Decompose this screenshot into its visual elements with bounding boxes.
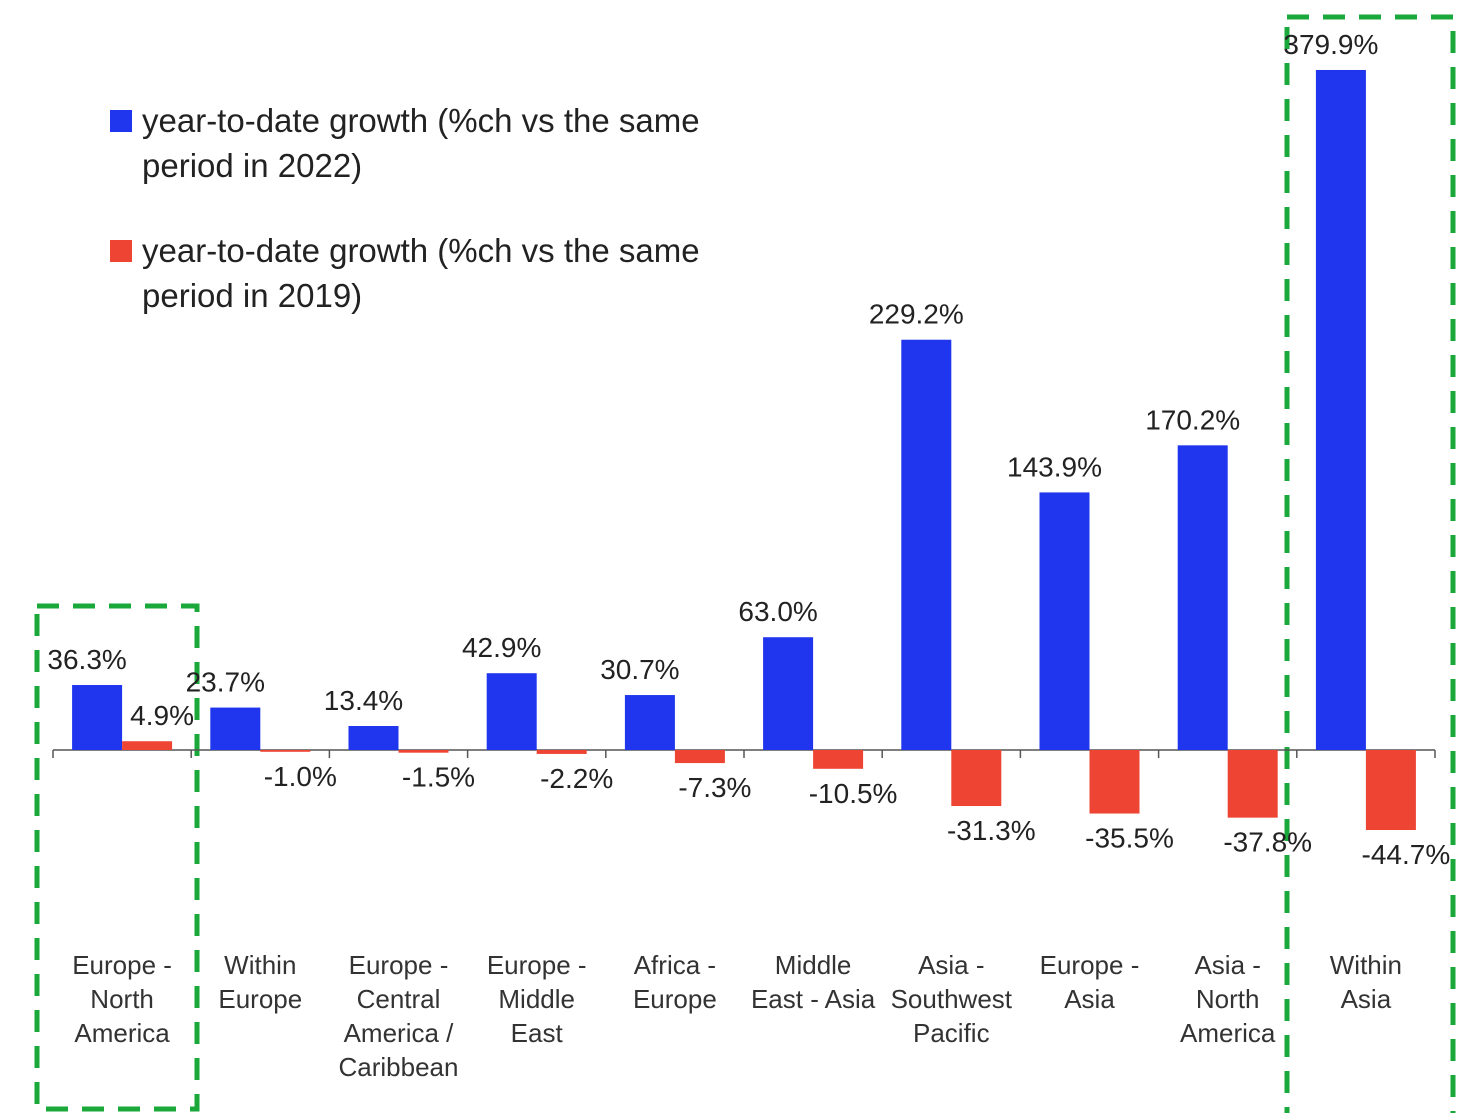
bar bbox=[1039, 492, 1090, 750]
bar bbox=[536, 750, 587, 754]
x-tick-label: Europe - North America bbox=[72, 950, 172, 1048]
x-tick-label: Asia - Southwest Pacific bbox=[890, 950, 1012, 1048]
bar bbox=[72, 685, 123, 750]
bar bbox=[122, 741, 173, 750]
highlight-box bbox=[34, 603, 200, 1112]
data-label: 63.0% bbox=[738, 596, 817, 627]
legend-swatch bbox=[110, 110, 132, 132]
legend-swatch bbox=[110, 240, 132, 262]
bar bbox=[951, 750, 1002, 807]
data-label: -1.5% bbox=[402, 762, 475, 793]
bar bbox=[348, 726, 399, 750]
bar bbox=[1315, 69, 1366, 750]
data-label: 30.7% bbox=[600, 654, 679, 685]
data-label: -44.7% bbox=[1362, 839, 1451, 870]
bar bbox=[1089, 750, 1140, 814]
bar bbox=[813, 750, 864, 769]
bar bbox=[763, 637, 814, 750]
x-tick-label: Africa - Europe bbox=[632, 950, 717, 1014]
bar bbox=[210, 707, 261, 750]
data-label: -35.5% bbox=[1085, 823, 1174, 854]
bar bbox=[1365, 750, 1416, 831]
data-label: 170.2% bbox=[1145, 404, 1240, 435]
data-label: -31.3% bbox=[947, 815, 1036, 846]
bar bbox=[486, 673, 537, 750]
bar bbox=[1177, 445, 1228, 750]
data-label: 4.9% bbox=[130, 700, 194, 731]
data-label: -1.0% bbox=[264, 761, 337, 792]
x-tick-label: Within Europe bbox=[218, 950, 303, 1014]
bar bbox=[674, 750, 725, 764]
data-label: 143.9% bbox=[1007, 451, 1102, 482]
x-tick-label: Europe - Middle East bbox=[486, 950, 587, 1048]
x-tick-label: Middle East - Asia bbox=[750, 950, 876, 1014]
data-label: -2.2% bbox=[540, 763, 613, 794]
x-tick-label: Asia - North America bbox=[1180, 950, 1276, 1048]
bar bbox=[1227, 750, 1278, 818]
data-label: 42.9% bbox=[462, 632, 541, 663]
x-tick-label: Within Asia bbox=[1329, 950, 1403, 1014]
x-tick-label: Europe - Central America / Caribbean bbox=[338, 950, 459, 1082]
x-tick-label: Europe - Asia bbox=[1039, 950, 1140, 1014]
data-label: -7.3% bbox=[678, 772, 751, 803]
bar bbox=[398, 750, 449, 753]
data-label: 36.3% bbox=[47, 644, 126, 675]
bar bbox=[624, 695, 675, 750]
data-label: -37.8% bbox=[1223, 827, 1312, 858]
data-label: 23.7% bbox=[186, 667, 265, 698]
legend-label: year-to-date growth (%ch vs the same per… bbox=[142, 232, 700, 314]
data-label: 13.4% bbox=[324, 685, 403, 716]
data-label: 379.9% bbox=[1283, 29, 1378, 60]
bar bbox=[260, 750, 311, 752]
data-label: -10.5% bbox=[809, 778, 898, 809]
legend-label: year-to-date growth (%ch vs the same per… bbox=[142, 102, 700, 184]
highlight-box bbox=[1284, 14, 1456, 1113]
bar bbox=[901, 339, 952, 750]
data-label: 229.2% bbox=[869, 299, 964, 330]
